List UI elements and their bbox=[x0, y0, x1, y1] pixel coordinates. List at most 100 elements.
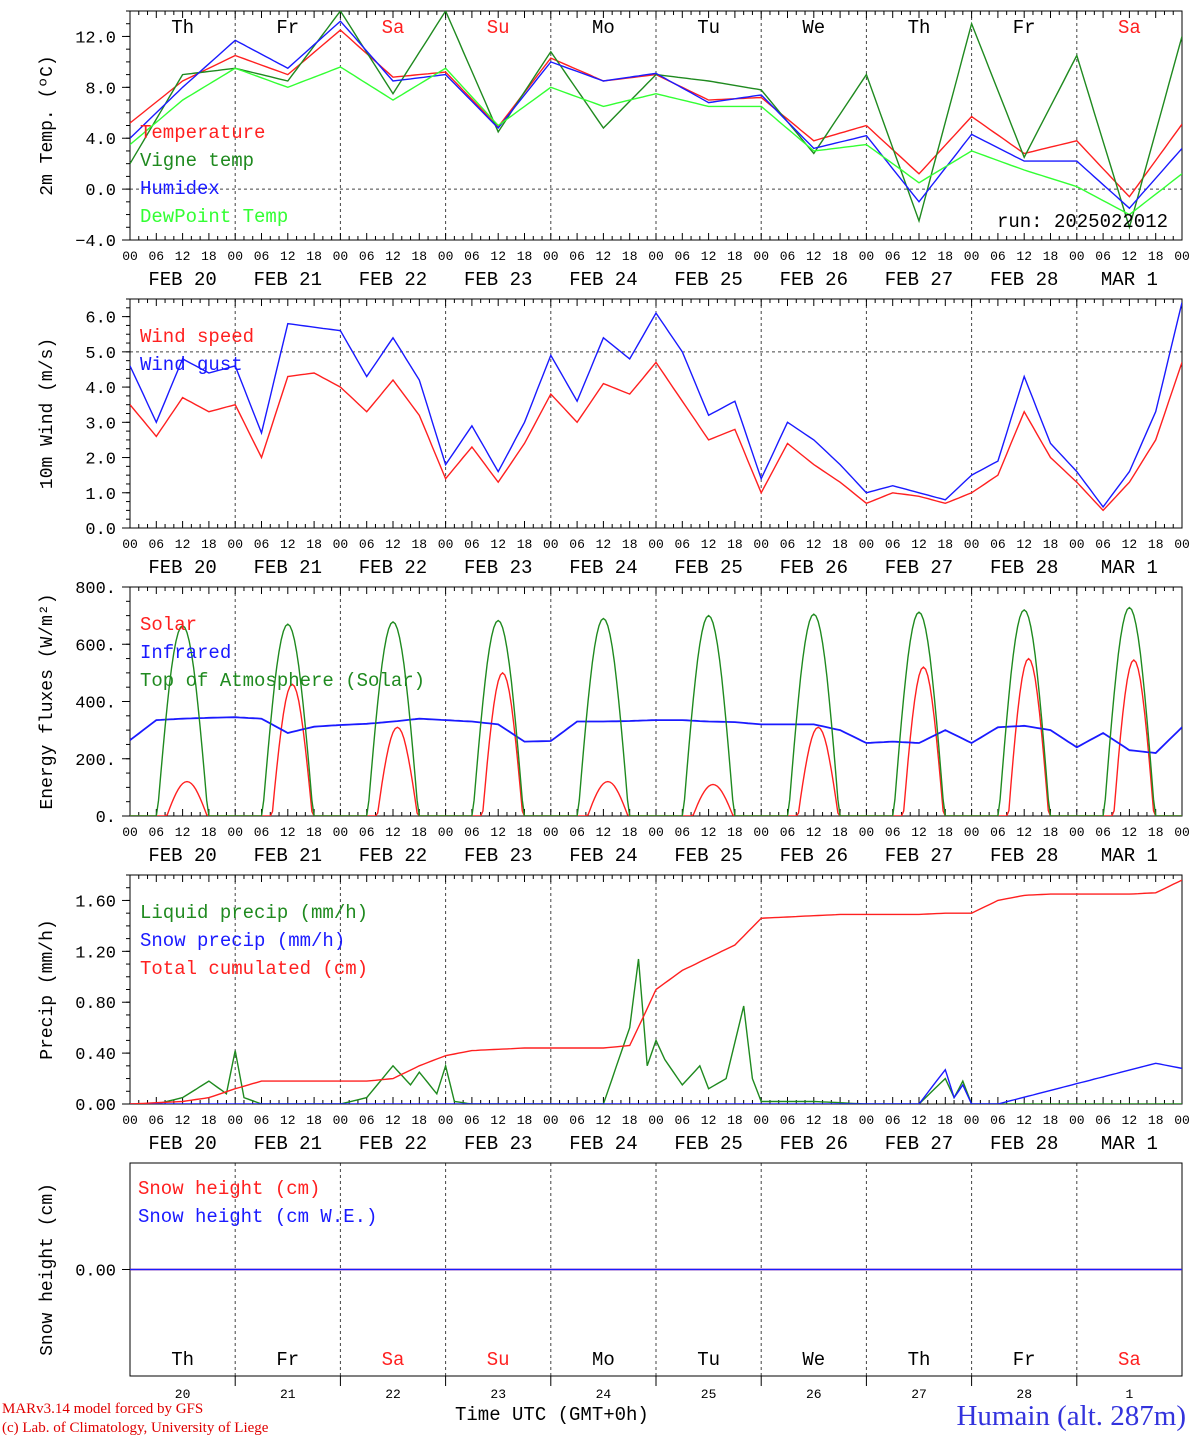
hour-tick-label: 06 bbox=[569, 249, 585, 264]
date-label: FEB 24 bbox=[569, 269, 637, 291]
hour-tick-label: 00 bbox=[1174, 537, 1190, 552]
hour-tick-label: 12 bbox=[490, 825, 506, 840]
hour-tick-label: 12 bbox=[490, 537, 506, 552]
hour-tick-label: 00 bbox=[543, 825, 559, 840]
legend-snow-precip-mm-h: Snow precip (mm/h) bbox=[140, 930, 345, 952]
hour-tick-label: 00 bbox=[438, 825, 454, 840]
hour-tick-label: 12 bbox=[385, 1113, 401, 1128]
hour-tick-label: 00 bbox=[859, 1113, 875, 1128]
hour-tick-label: 12 bbox=[806, 1113, 822, 1128]
hour-tick-label: 06 bbox=[674, 537, 690, 552]
hour-tick-label: 12 bbox=[806, 825, 822, 840]
hour-tick-label: 12 bbox=[175, 537, 191, 552]
hour-tick-label: 06 bbox=[254, 537, 270, 552]
hour-tick-label: 06 bbox=[569, 1113, 585, 1128]
hour-tick-label: 12 bbox=[596, 825, 612, 840]
hour-tick-label: 00 bbox=[1069, 1113, 1085, 1128]
hour-tick-label: 18 bbox=[1043, 537, 1059, 552]
hour-tick-label: 18 bbox=[937, 825, 953, 840]
day-number-label: 22 bbox=[385, 1387, 401, 1402]
hour-tick-label: 00 bbox=[964, 825, 980, 840]
date-label: FEB 22 bbox=[359, 557, 427, 579]
hour-tick-label: 12 bbox=[385, 537, 401, 552]
hour-tick-label: 06 bbox=[990, 537, 1006, 552]
date-label: FEB 24 bbox=[569, 845, 637, 867]
hour-tick-label: 18 bbox=[201, 1113, 217, 1128]
hour-tick-label: 12 bbox=[596, 1113, 612, 1128]
hour-tick-label: 06 bbox=[990, 1113, 1006, 1128]
y-tick-label: 600. bbox=[75, 637, 116, 656]
weekday-label: Su bbox=[487, 1349, 510, 1371]
hour-tick-label: 12 bbox=[175, 825, 191, 840]
date-label: MAR 1 bbox=[1101, 845, 1158, 867]
hour-tick-label: 12 bbox=[1016, 1113, 1032, 1128]
hour-tick-label: 00 bbox=[648, 825, 664, 840]
hour-tick-label: 00 bbox=[333, 537, 349, 552]
day-number-label: 25 bbox=[701, 1387, 717, 1402]
hour-tick-label: 12 bbox=[911, 825, 927, 840]
legend-humidex: Humidex bbox=[140, 178, 220, 200]
weekday-label: We bbox=[802, 1349, 825, 1371]
hour-tick-label: 06 bbox=[990, 825, 1006, 840]
date-label: FEB 22 bbox=[359, 269, 427, 291]
hour-tick-label: 06 bbox=[464, 1113, 480, 1128]
y-tick-label: −4.0 bbox=[75, 233, 116, 252]
panel-wind: 00 06 12 18 00 06 12 18 00 06 12 18 00 06 12 18 00 06 12 18… bbox=[38, 298, 1190, 579]
y-tick-label: 0.00 bbox=[75, 1097, 116, 1116]
hour-tick-label: 00 bbox=[964, 1113, 980, 1128]
hour-tick-label: 06 bbox=[359, 825, 375, 840]
date-label: FEB 26 bbox=[780, 557, 848, 579]
day-number-label: 20 bbox=[175, 1387, 191, 1402]
hour-tick-label: 12 bbox=[1016, 249, 1032, 264]
hour-tick-label: 12 bbox=[1016, 825, 1032, 840]
hour-tick-label: 06 bbox=[1095, 1113, 1111, 1128]
hour-tick-label: 00 bbox=[964, 249, 980, 264]
y-tick-label: 3.0 bbox=[85, 415, 116, 434]
weekday-label: Th bbox=[171, 1349, 194, 1371]
date-label: FEB 20 bbox=[148, 1133, 216, 1155]
hour-tick-label: 12 bbox=[280, 537, 296, 552]
hour-tick-label: 18 bbox=[411, 537, 427, 552]
hour-tick-label: 00 bbox=[122, 249, 138, 264]
y-tick-label: 4.0 bbox=[85, 380, 116, 399]
hour-tick-label: 12 bbox=[280, 249, 296, 264]
hour-tick-label: 18 bbox=[411, 1113, 427, 1128]
hour-tick-label: 18 bbox=[937, 537, 953, 552]
date-label: FEB 20 bbox=[148, 845, 216, 867]
day-number-label: 26 bbox=[806, 1387, 822, 1402]
day-number-label: 23 bbox=[490, 1387, 506, 1402]
hour-tick-label: 00 bbox=[122, 537, 138, 552]
hour-tick-label: 06 bbox=[990, 249, 1006, 264]
hour-tick-label: 12 bbox=[596, 537, 612, 552]
date-label: FEB 21 bbox=[254, 1133, 322, 1155]
series-line-total-cumulated-cm bbox=[130, 879, 1182, 1104]
hour-tick-label: 06 bbox=[254, 1113, 270, 1128]
legend-snow-height-cm-w-e: Snow height (cm W.E.) bbox=[138, 1206, 377, 1228]
hour-tick-label: 06 bbox=[148, 1113, 164, 1128]
date-label: MAR 1 bbox=[1101, 269, 1158, 291]
hour-tick-label: 06 bbox=[885, 825, 901, 840]
hour-tick-label: 18 bbox=[832, 1113, 848, 1128]
y-tick-label: 0. bbox=[96, 809, 116, 828]
hour-tick-label: 12 bbox=[385, 825, 401, 840]
hour-tick-label: 12 bbox=[911, 537, 927, 552]
station-name: Humain (alt. 287m) bbox=[956, 1400, 1186, 1432]
hour-tick-label: 12 bbox=[806, 537, 822, 552]
series-line-wind-speed bbox=[130, 361, 1182, 512]
weekday-label: Th bbox=[171, 17, 194, 39]
series-line-dewpoint-temp bbox=[130, 66, 1182, 216]
date-label: FEB 25 bbox=[674, 269, 742, 291]
legend-temperature: Temperature bbox=[140, 122, 265, 144]
day-number-label: 28 bbox=[1016, 1387, 1032, 1402]
hour-tick-label: 06 bbox=[148, 537, 164, 552]
date-label: FEB 25 bbox=[674, 1133, 742, 1155]
series-line-humidex bbox=[130, 20, 1182, 210]
hour-tick-label: 18 bbox=[1043, 1113, 1059, 1128]
hour-tick-label: 18 bbox=[201, 825, 217, 840]
hour-tick-label: 00 bbox=[227, 537, 243, 552]
hour-tick-label: 00 bbox=[859, 249, 875, 264]
legend-total-cumulated-cm: Total cumulated (cm) bbox=[140, 958, 368, 980]
hour-tick-label: 06 bbox=[674, 1113, 690, 1128]
run-label: run: 2025022012 bbox=[997, 211, 1168, 233]
